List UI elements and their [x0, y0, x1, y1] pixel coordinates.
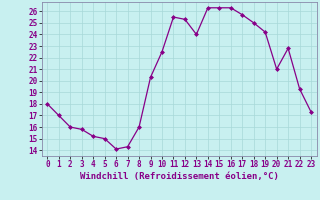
X-axis label: Windchill (Refroidissement éolien,°C): Windchill (Refroidissement éolien,°C) — [80, 172, 279, 181]
